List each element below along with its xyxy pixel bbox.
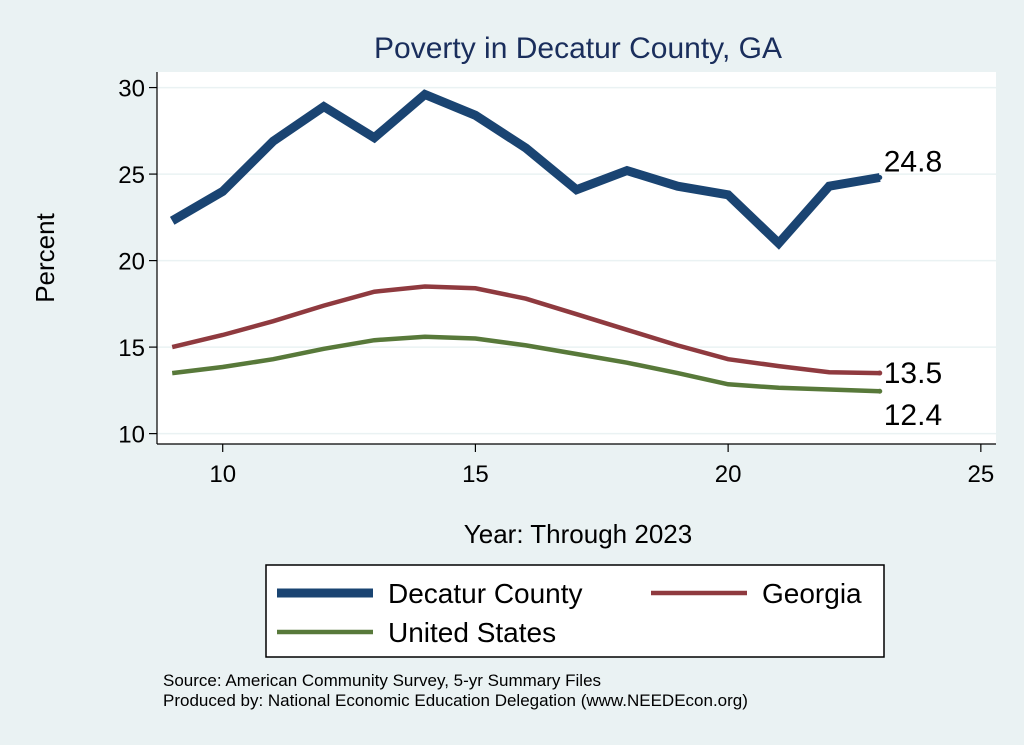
chart-title: Poverty in Decatur County, GA <box>374 32 782 65</box>
y-tick-label-30: 30 <box>118 76 145 103</box>
end-point-georgia <box>877 370 883 376</box>
end-labels: 24.8 13.5 12.4 <box>884 146 942 433</box>
y-tick-label-25: 25 <box>118 162 145 189</box>
x-tick-label-25: 25 <box>967 461 994 488</box>
legend-label-decatur-county: Decatur County <box>388 578 583 609</box>
end-point-decatur-county <box>877 175 883 181</box>
x-tick-label-15: 15 <box>462 461 489 488</box>
legend: Decatur County Georgia United States <box>265 564 885 658</box>
x-tick-label-20: 20 <box>715 461 742 488</box>
legend-label-united-states: United States <box>388 617 556 648</box>
y-axis-label: Percent <box>30 212 60 302</box>
plot-area <box>157 72 996 444</box>
y-tick-label-10: 10 <box>118 422 145 449</box>
producer-note: Produced by: National Economic Education… <box>163 691 748 710</box>
end-label-georgia: 13.5 <box>884 357 942 390</box>
y-tick-label-15: 15 <box>118 335 145 362</box>
series-lines <box>169 89 883 394</box>
series-line-united-states <box>171 334 880 394</box>
x-tick-label-10: 10 <box>209 461 236 488</box>
source-note: Source: American Community Survey, 5-yr … <box>163 671 602 690</box>
x-axis-label: Year: Through 2023 <box>464 519 692 549</box>
end-point-united-states <box>877 388 883 394</box>
end-label-decatur-county: 24.8 <box>884 146 942 179</box>
series-line-decatur-county <box>169 89 881 250</box>
series-line-georgia <box>171 284 880 376</box>
y-tick-label-20: 20 <box>118 249 145 276</box>
end-label-united-states: 12.4 <box>884 399 942 432</box>
axes: 10 15 20 25 30 10 15 20 25 <box>118 72 996 488</box>
legend-box <box>265 564 885 658</box>
grid-lines <box>157 86 996 435</box>
legend-label-georgia: Georgia <box>762 578 862 609</box>
